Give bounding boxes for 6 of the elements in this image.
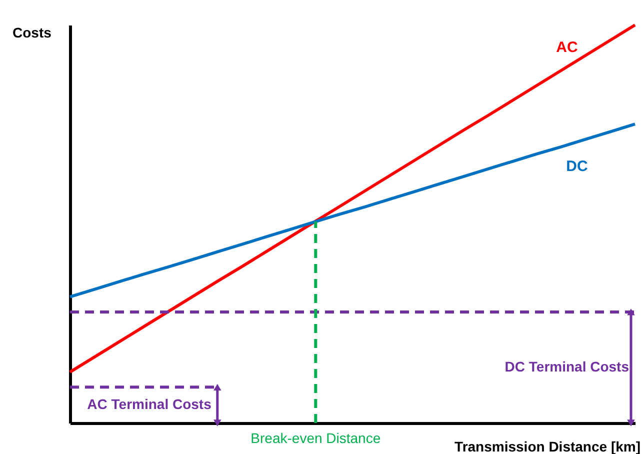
series-label: AC <box>556 39 578 56</box>
annotation: DC Terminal Costs <box>504 358 630 374</box>
text: Break-even Distance <box>250 430 381 446</box>
annotation: AC Terminal Costs <box>87 396 212 412</box>
y-axis-title: Costs <box>12 24 52 40</box>
series-label: DC <box>566 158 588 176</box>
